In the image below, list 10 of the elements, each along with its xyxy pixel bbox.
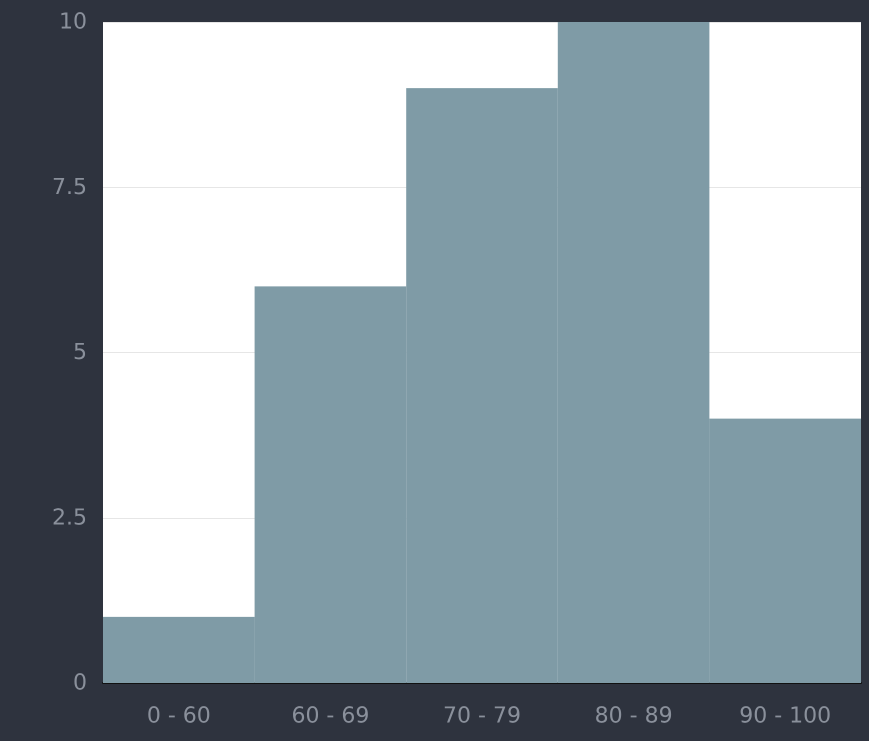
x-tick-label: 90 - 100	[739, 704, 832, 728]
y-tick-label: 2.5	[52, 505, 87, 530]
x-tick-label: 70 - 79	[443, 704, 521, 728]
y-tick-label: 10	[59, 10, 87, 34]
x-tick-label: 0 - 60	[146, 704, 211, 728]
x-tick-label: 60 - 69	[291, 704, 370, 728]
y-tick-label: 5	[73, 340, 87, 365]
y-tick-label: 0	[73, 670, 87, 696]
x-tick-label: 80 - 89	[594, 704, 673, 728]
y-tick-label: 7.5	[52, 174, 87, 200]
